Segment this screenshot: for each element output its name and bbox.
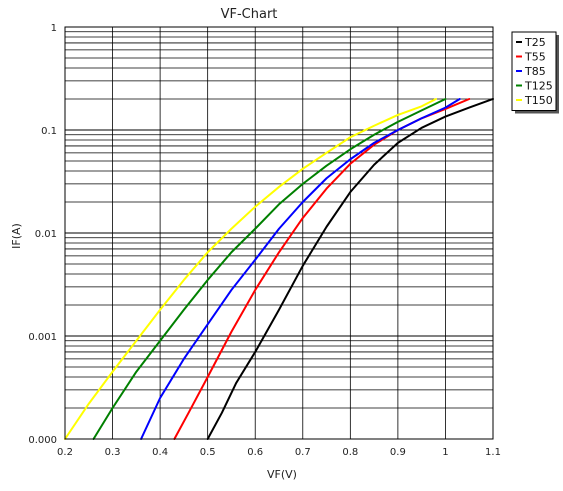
legend-label: T85	[524, 65, 546, 78]
series-line-t55	[173, 97, 471, 440]
y-tick-label: 0.001	[28, 332, 57, 343]
x-tick-label: 0.4	[152, 447, 168, 458]
legend-label: T125	[524, 80, 553, 93]
legend-label: T150	[524, 94, 553, 107]
x-tick-label: 1.1	[485, 447, 501, 458]
grid	[64, 27, 494, 440]
x-tick-label: 0.3	[105, 447, 121, 458]
x-tick-label: 0.2	[57, 447, 73, 458]
x-axis-label: VF(V)	[267, 468, 297, 481]
series-line-t150	[64, 97, 437, 440]
x-tick-label: 0.6	[247, 447, 263, 458]
x-tick-label: 0.9	[390, 447, 406, 458]
y-tick-label: 0.01	[35, 229, 57, 240]
legend-label: T55	[524, 51, 546, 64]
y-axis-label: IF(A)	[10, 223, 23, 249]
y-tick-label: 0.000	[28, 435, 57, 446]
y-tick-label: 1	[51, 23, 57, 34]
tick-labels: 0.2 0.3 0.4 0.5 0.6 0.7 0.8 0.9 1 1.1 0.000 0.001 0.…	[28, 23, 501, 458]
y-tick-label: 0.1	[41, 126, 57, 137]
x-tick-label: 1	[442, 447, 448, 458]
series-line-t85	[140, 97, 461, 440]
plot-frame	[64, 26, 494, 440]
x-tick-label: 0.8	[342, 447, 358, 458]
x-tick-label: 0.7	[295, 447, 311, 458]
x-tick-label: 0.5	[200, 447, 216, 458]
series-line-t25	[206, 97, 494, 440]
series-line-t125	[92, 97, 447, 440]
chart-title: VF-Chart	[221, 7, 278, 22]
legend-label: T25	[524, 36, 546, 49]
series-lines	[64, 97, 494, 440]
